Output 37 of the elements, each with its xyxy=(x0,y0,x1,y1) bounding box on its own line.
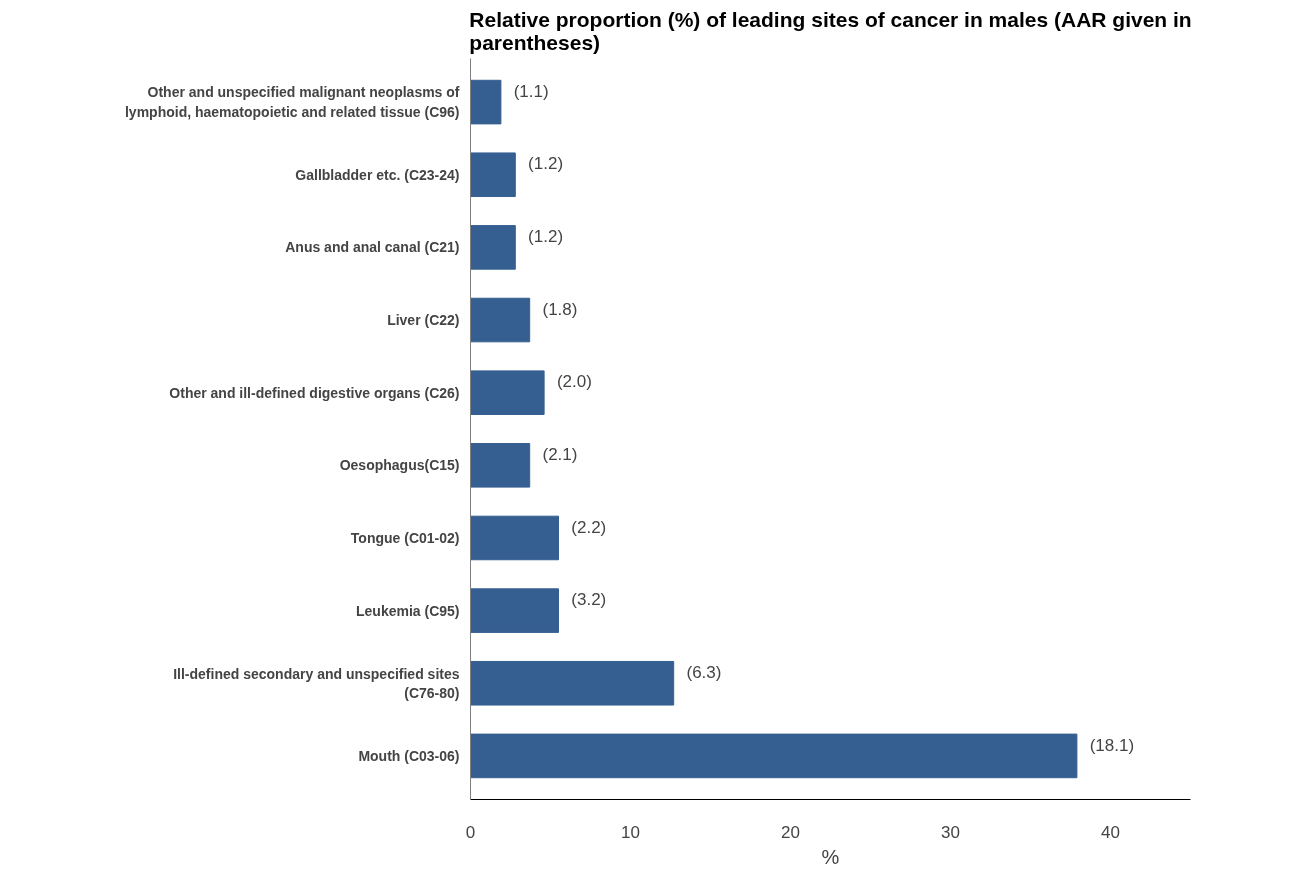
y-tick-label: Anus and anal canal (C21) xyxy=(285,239,460,256)
y-tick-label: Mouth (C03-06) xyxy=(358,747,460,764)
x-tick-label: 40 xyxy=(1101,822,1120,842)
annotation: (2.2) xyxy=(571,517,607,537)
bar xyxy=(470,733,1078,779)
annotation: (2.1) xyxy=(542,444,578,464)
y-tick-label: Other and ill-defined digestive organs (C26) xyxy=(169,384,460,401)
annotation: (6.3) xyxy=(686,662,722,682)
bar xyxy=(470,443,531,488)
bar xyxy=(470,79,502,125)
bar xyxy=(470,660,675,706)
bar xyxy=(470,297,531,343)
annotation: (1.2) xyxy=(528,226,564,246)
bar xyxy=(470,152,516,198)
y-tick-label: Gallbladder etc. (C23-24) xyxy=(295,166,460,183)
annotation: (3.2) xyxy=(571,590,607,610)
bar xyxy=(470,588,559,633)
y-tick-label: Leukemia (C95) xyxy=(356,602,460,619)
annotation: (1.8) xyxy=(542,299,578,319)
annotation: (1.2) xyxy=(528,154,564,174)
annotation: (1.1) xyxy=(513,81,549,101)
y-tick-label: Liver (C22) xyxy=(387,312,460,329)
annotation: (2.0) xyxy=(556,372,592,392)
bar xyxy=(470,515,559,561)
bar xyxy=(470,370,545,415)
y-tick-label: Tongue (C01-02) xyxy=(350,529,460,546)
bar xyxy=(470,225,516,270)
y-tick-label: Oesophagus(C15) xyxy=(339,457,460,474)
x-axis-title: % xyxy=(821,845,840,868)
y-tick-label: Ill-defined secondary and unspecified sites (C76-80) xyxy=(173,665,460,701)
chart-title: Relative proportion (%) of leading sites of cancer in males (AAR given in parentheses) xyxy=(469,7,1192,54)
x-tick-label: 30 xyxy=(941,822,960,842)
x-tick-label: 10 xyxy=(621,822,640,842)
y-tick-label: Other and unspecified malignant neoplasms of lymphoid, haematopoietic and related tissue (C96) xyxy=(124,84,460,120)
x-tick-label: 20 xyxy=(781,822,800,842)
annotation: (18.1) xyxy=(1089,735,1135,755)
x-tick-label: 0 xyxy=(465,822,476,842)
